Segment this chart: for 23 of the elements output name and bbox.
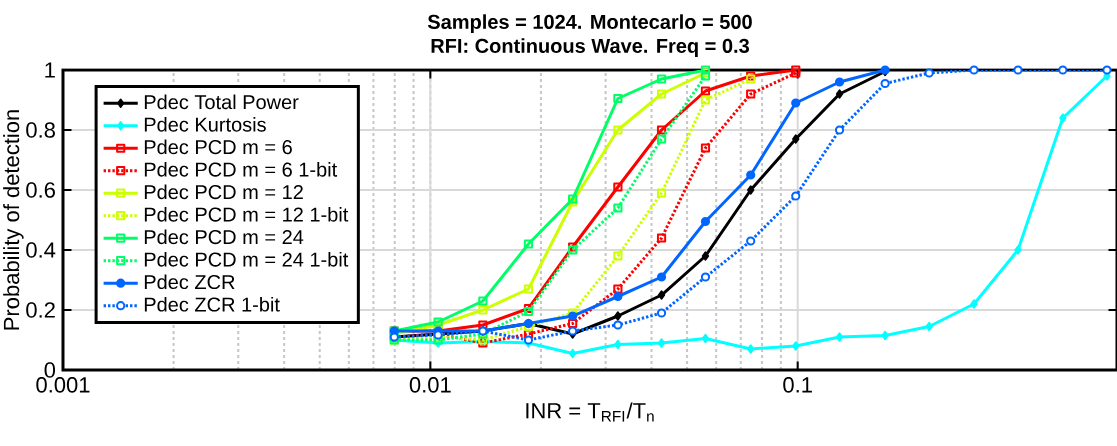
legend-label: Pdec ZCR 1-bit — [144, 296, 280, 312]
y-tick-label: 1 — [45, 62, 55, 78]
legend-label: Pdec Total Power — [144, 94, 299, 110]
legend-label: Pdec Kurtosis — [144, 117, 266, 132]
y-tick-label: 0.4 — [26, 242, 56, 258]
chart-subtitle: RFI: Continuous Wave. Freq = 0.3 — [431, 38, 750, 57]
x-tick-label: 0.01 — [409, 377, 451, 393]
y-tick-label: 0.6 — [26, 182, 55, 198]
legend-label: Pdec PCD m = 12 — [144, 184, 303, 200]
x-tick-label: 0.001 — [36, 377, 90, 393]
legend-label: Pdec PCD m = 24 1-bit — [144, 251, 349, 267]
y-tick-label: 0 — [44, 362, 56, 378]
y-tick-label: 0.8 — [26, 122, 55, 138]
y-axis-title: Probability of detection — [3, 110, 24, 330]
legend-label: Pdec PCD m = 6 — [144, 139, 292, 155]
y-tick-label: 0.2 — [26, 302, 55, 318]
x-axis-title: INR = T$_{RFI}$/T$_{n}$ — [526, 402, 654, 422]
chart-title: Samples = 1024. Montecarlo = 500 — [427, 14, 752, 33]
legend-label: Pdec PCD m = 12 1-bit — [144, 206, 349, 222]
x-tick-label: 0.1 — [783, 377, 812, 393]
legend-label: Pdec PCD m = 6 1-bit — [144, 161, 338, 177]
legend-label: Pdec ZCR — [144, 274, 235, 290]
legend-label: Pdec PCD m = 24 — [144, 229, 304, 245]
